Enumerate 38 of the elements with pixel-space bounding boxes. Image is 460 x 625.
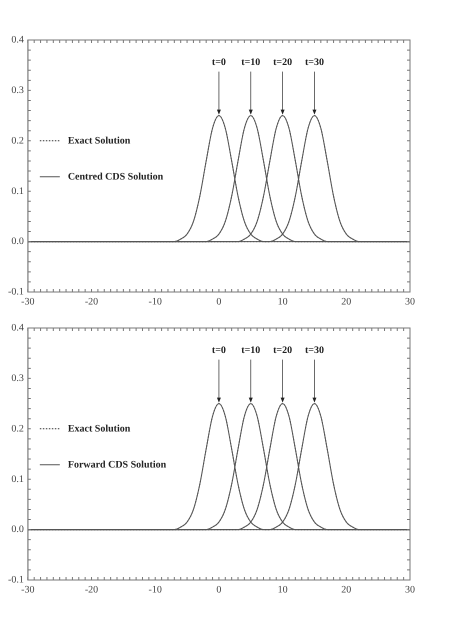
y-tick-label: -0.1 (8, 286, 24, 298)
annotation: t=30 (304, 345, 324, 356)
y-tick-label: 0.4 (11, 34, 24, 46)
x-tick-label: 30 (405, 296, 415, 308)
x-tick-label: 10 (278, 584, 288, 596)
x-tick-label: -20 (84, 296, 98, 308)
annotation: t=20 (273, 57, 292, 68)
x-tick-label: 0 (216, 584, 222, 596)
y-tick-label: 0.0 (11, 524, 24, 536)
y-tick-label: 0.3 (11, 85, 24, 96)
x-tick-label: 30 (405, 584, 415, 596)
x-tick-label: -30 (21, 296, 34, 308)
x-tick-label: -10 (148, 584, 162, 596)
x-tick-label: 20 (341, 296, 352, 308)
x-tick-label: 20 (341, 584, 352, 596)
legend-label: Centred CDS Solution (68, 171, 164, 182)
legend-label: Exact Solution (68, 135, 131, 146)
y-tick-label: 0.3 (11, 373, 24, 384)
x-tick-label: 0 (216, 296, 222, 308)
y-tick-label: 0.4 (11, 322, 24, 334)
y-tick-label: 0.1 (11, 474, 24, 485)
y-tick-label: -0.1 (8, 574, 24, 586)
annotation: t=20 (273, 345, 292, 356)
x-tick-label: -10 (148, 296, 162, 308)
legend-label: Exact Solution (68, 423, 131, 434)
legend-label: Forward CDS Solution (68, 459, 167, 470)
annotation: t=30 (304, 57, 324, 68)
y-tick-label: 0.2 (11, 423, 24, 434)
annotation: t=10 (241, 345, 260, 356)
y-tick-label: 0.0 (11, 236, 24, 248)
x-tick-label: -30 (21, 584, 34, 596)
y-tick-label: 0.1 (11, 186, 24, 197)
annotation: t=0 (212, 345, 226, 356)
x-tick-label: -20 (84, 584, 98, 596)
x-tick-label: 10 (278, 296, 288, 308)
annotation: t=10 (241, 57, 260, 68)
y-tick-label: 0.2 (11, 135, 24, 146)
annotation: t=0 (212, 57, 226, 68)
